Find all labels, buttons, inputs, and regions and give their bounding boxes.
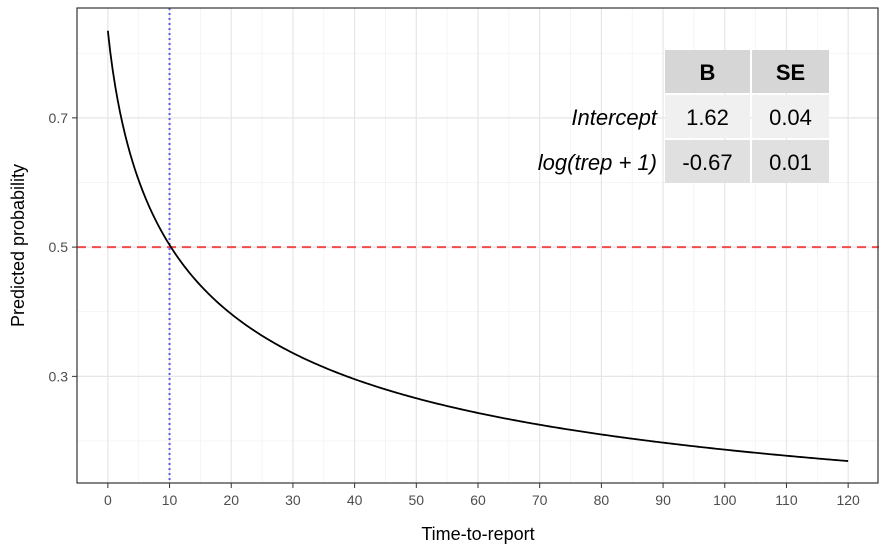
predicted-probability-curve	[106, 30, 849, 462]
table-header-label: B	[700, 60, 716, 85]
y-tick-label: 0.5	[49, 239, 69, 255]
x-tick-label: 30	[285, 492, 301, 508]
table-cell	[752, 140, 829, 183]
table-header-cell	[665, 50, 750, 93]
x-tick-label: 90	[655, 492, 671, 508]
y-tick-label: 0.3	[49, 368, 69, 384]
reference-lines	[77, 8, 879, 483]
x-tick-label: 0	[104, 492, 112, 508]
x-axis-title: Time-to-report	[421, 524, 534, 544]
table-cell-value: -0.67	[682, 150, 732, 175]
x-tick-label: 100	[713, 492, 737, 508]
y-axis-title: Predicted probability	[8, 164, 28, 327]
table-header-cell	[752, 50, 829, 93]
x-tick-label: 60	[470, 492, 486, 508]
coefficient-table: B SE Intercept 1.62 0.04 log(trep + 1) -0.67 0.…	[538, 50, 829, 183]
table-cell-value: 1.62	[686, 105, 729, 130]
x-axis-ticks: 0 10 20 30 40 50 60 70 80 90 100 110 120	[104, 483, 860, 508]
table-row-label: Intercept	[571, 105, 657, 130]
table-cell	[665, 95, 750, 138]
x-tick-label: 20	[223, 492, 239, 508]
table-header-label: SE	[776, 60, 805, 85]
table-cell-value: 0.04	[769, 105, 812, 130]
x-tick-label: 110	[775, 492, 798, 508]
y-tick-label: 0.7	[49, 110, 69, 126]
x-tick-label: 50	[409, 492, 425, 508]
table-cell	[752, 95, 829, 138]
x-tick-label: 80	[594, 492, 610, 508]
table-cell-value: 0.01	[769, 150, 812, 175]
table-row-label: log(trep + 1)	[538, 150, 657, 175]
table-cell	[665, 140, 750, 183]
x-tick-label: 120	[836, 492, 860, 508]
y-axis-ticks: 0.3 0.5 0.7	[49, 110, 77, 384]
x-tick-label: 40	[347, 492, 363, 508]
x-tick-label: 10	[162, 492, 178, 508]
x-tick-label: 70	[532, 492, 548, 508]
